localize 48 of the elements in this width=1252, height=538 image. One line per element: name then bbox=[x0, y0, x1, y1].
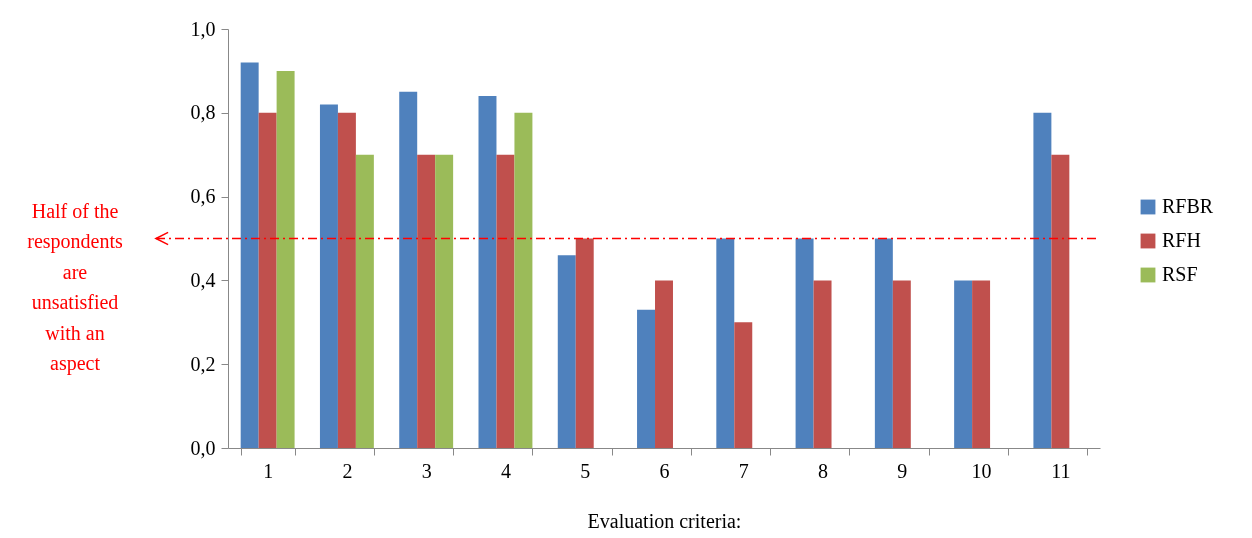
y-tick-label: 0,6 bbox=[190, 185, 216, 208]
x-tick-label: 6 bbox=[659, 459, 670, 482]
ref-line-label: Half of the respondents are unsatisfied with an aspect bbox=[27, 199, 123, 375]
x-tick-label: 7 bbox=[738, 459, 749, 482]
bar bbox=[417, 154, 436, 448]
bar bbox=[478, 96, 497, 448]
bar bbox=[813, 280, 832, 448]
y-tick-label: 1,0 bbox=[190, 17, 216, 40]
y-tick-label: 0,4 bbox=[190, 268, 216, 291]
bar bbox=[716, 238, 735, 448]
bar bbox=[637, 309, 656, 448]
bar bbox=[1033, 112, 1052, 448]
bar bbox=[276, 70, 295, 448]
bar bbox=[355, 154, 374, 448]
bar bbox=[954, 280, 973, 448]
x-tick-label: 4 bbox=[500, 459, 511, 482]
bar bbox=[972, 280, 991, 448]
x-axis-title: Evaluation criteria: bbox=[587, 509, 742, 532]
legend-label: RFBR bbox=[1162, 195, 1214, 217]
legend-label: RFH bbox=[1162, 229, 1201, 251]
y-tick-label: 0,0 bbox=[190, 436, 216, 459]
y-tick-label: 0,2 bbox=[190, 352, 216, 375]
x-tick-label: 11 bbox=[1051, 459, 1071, 482]
bar bbox=[258, 112, 277, 448]
bar bbox=[734, 322, 753, 448]
x-tick-label: 9 bbox=[897, 459, 908, 482]
y-tick-label: 0,8 bbox=[190, 101, 216, 124]
bar bbox=[240, 62, 259, 448]
bar bbox=[655, 280, 673, 448]
bar bbox=[557, 255, 576, 448]
x-tick-label: 10 bbox=[971, 459, 992, 482]
bar bbox=[874, 238, 893, 448]
bar bbox=[399, 91, 418, 448]
bar bbox=[514, 112, 533, 448]
bar bbox=[892, 280, 911, 448]
x-tick-label: 1 bbox=[263, 459, 274, 482]
x-tick-label: 5 bbox=[580, 459, 591, 482]
legend-label: RSF bbox=[1162, 263, 1198, 285]
bar bbox=[337, 112, 356, 448]
x-tick-label: 2 bbox=[342, 459, 353, 482]
bar bbox=[795, 238, 814, 448]
bar bbox=[435, 154, 454, 448]
bar bbox=[496, 154, 515, 448]
x-tick-label: 3 bbox=[421, 459, 432, 482]
x-tick-label: 8 bbox=[818, 459, 829, 482]
bar bbox=[319, 104, 338, 448]
bar bbox=[575, 238, 594, 448]
bar bbox=[1051, 154, 1070, 448]
